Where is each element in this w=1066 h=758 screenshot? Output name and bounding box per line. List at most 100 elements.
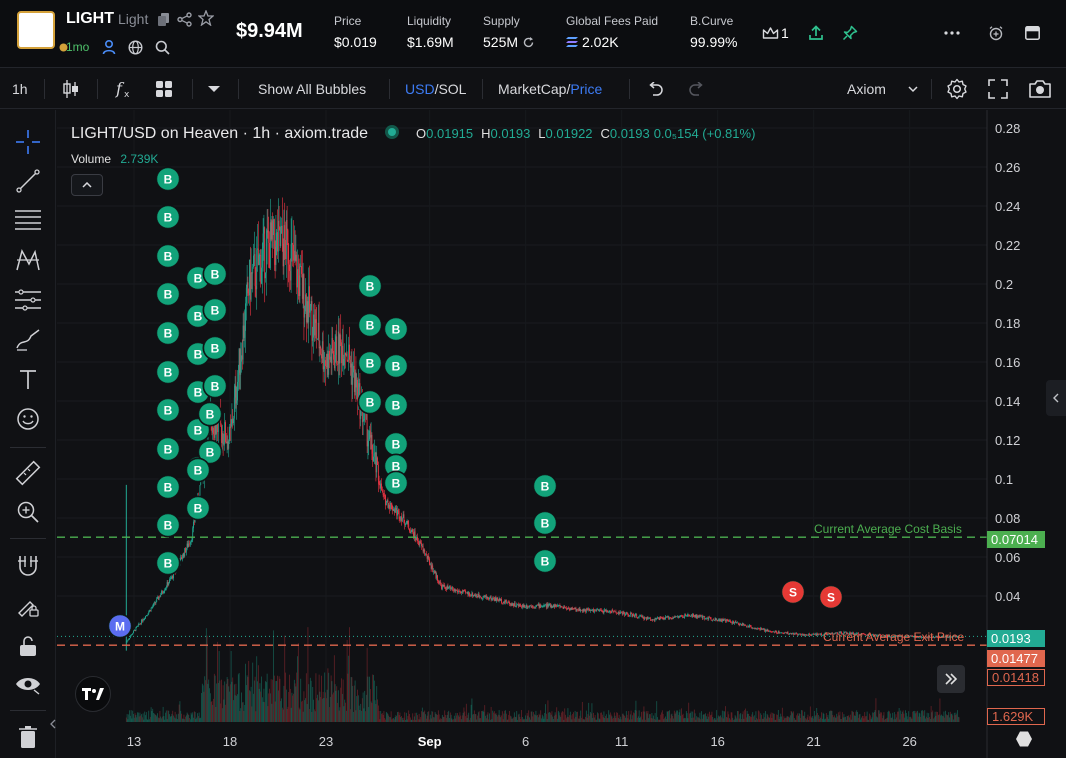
templates-icon[interactable] [155, 69, 173, 109]
star-icon[interactable] [197, 9, 215, 27]
volume-bar [847, 716, 849, 722]
camera-icon[interactable] [1028, 69, 1052, 109]
gear-icon[interactable] [946, 69, 968, 109]
buy-bubble[interactable]: B [532, 548, 558, 574]
buy-bubble[interactable]: B [185, 457, 211, 483]
buy-bubble[interactable]: B [202, 261, 228, 287]
buy-bubble[interactable]: B [532, 473, 558, 499]
buy-bubble[interactable]: B [197, 401, 223, 427]
buy-bubble[interactable]: B [155, 512, 181, 538]
brush-icon[interactable] [14, 326, 42, 354]
buy-bubble[interactable]: B [202, 335, 228, 361]
buy-bubble[interactable]: B [202, 297, 228, 323]
fullscreen-icon[interactable] [988, 69, 1008, 109]
alarm-icon[interactable] [986, 23, 1006, 43]
candle-body [165, 587, 167, 589]
candle-body [834, 632, 836, 635]
tradingview-logo[interactable] [75, 676, 111, 712]
horizontal-lines-icon[interactable] [14, 206, 42, 234]
user-icon[interactable] [100, 38, 118, 56]
upload-icon[interactable] [806, 23, 826, 43]
buy-bubble[interactable]: B [155, 320, 181, 346]
metric-toggle[interactable]: MarketCap / Price [498, 69, 602, 109]
crown-icon[interactable] [760, 23, 780, 43]
zoom-in-icon[interactable] [14, 498, 42, 526]
volume-bar [650, 718, 652, 722]
token-avatar[interactable] [17, 11, 55, 49]
buy-bubble[interactable]: B [155, 204, 181, 230]
buy-bubble[interactable]: B [155, 397, 181, 423]
buy-bubble[interactable]: B [155, 550, 181, 576]
layout-icon[interactable] [1022, 23, 1042, 43]
magnet-icon[interactable] [14, 552, 42, 580]
buy-bubble[interactable]: B [155, 243, 181, 269]
chevron-down-icon[interactable] [208, 69, 220, 109]
globe-icon[interactable] [126, 38, 144, 56]
buy-bubble[interactable]: B [155, 474, 181, 500]
candle-body [217, 421, 218, 432]
emoji-icon[interactable] [14, 405, 42, 433]
candle-body [645, 617, 646, 619]
source-select[interactable]: Axiom [847, 81, 886, 97]
collapse-tools-icon[interactable] [50, 716, 56, 734]
sell-bubble[interactable]: S [818, 584, 844, 610]
volume-bar [270, 679, 272, 722]
interval-button[interactable]: 1h [12, 81, 28, 97]
refresh-icon[interactable] [522, 36, 534, 48]
eye-icon[interactable] [14, 671, 42, 699]
buy-bubble[interactable]: B [357, 273, 383, 299]
buy-bubble[interactable]: B [383, 316, 409, 342]
volume-bar [537, 714, 538, 722]
more-icon[interactable] [942, 23, 962, 43]
volume-bar [609, 714, 610, 722]
axis-settings-icon[interactable] [1015, 730, 1033, 753]
buy-bubble[interactable]: B [357, 350, 383, 376]
buy-bubble[interactable]: B [155, 281, 181, 307]
scroll-to-realtime-button[interactable] [937, 665, 965, 693]
pattern-icon[interactable] [14, 246, 42, 274]
collapse-legend-button[interactable] [71, 174, 103, 196]
buy-bubble[interactable]: B [532, 510, 558, 536]
buy-bubble[interactable]: B [383, 353, 409, 379]
currency-toggle[interactable]: USD / SOL [405, 69, 466, 109]
migration-marker[interactable]: M [107, 613, 133, 639]
buy-bubble[interactable]: B [383, 392, 409, 418]
search-icon[interactable] [153, 38, 171, 56]
undo-icon[interactable] [646, 69, 664, 109]
share-icon[interactable] [175, 10, 193, 28]
crosshair-icon[interactable] [14, 128, 42, 156]
expand-panel-button[interactable] [1046, 380, 1066, 416]
candle-type-icon[interactable] [62, 69, 80, 109]
unlock-icon[interactable] [14, 632, 42, 660]
volume-bar [141, 714, 142, 722]
candle-body [411, 529, 413, 532]
buy-bubble[interactable]: B [155, 359, 181, 385]
text-tool-icon[interactable] [14, 366, 42, 394]
buy-bubble[interactable]: B [155, 436, 181, 462]
show-bubbles-button[interactable]: Show All Bubbles [258, 81, 367, 97]
price-chart[interactable]: BBBBBBBBBBBBBBBBBBBBBBBBBBBBBBBBBBBBBBSS… [57, 110, 1066, 758]
trend-line-icon[interactable] [14, 167, 42, 195]
chart-canvas[interactable]: BBBBBBBBBBBBBBBBBBBBBBBBBBBBBBBBBBBBBBSS… [57, 110, 1066, 758]
copy-icon[interactable] [157, 12, 169, 26]
buy-bubble[interactable]: B [357, 389, 383, 415]
pin-icon[interactable] [840, 23, 860, 43]
buy-bubble[interactable]: B [383, 470, 409, 496]
lock-drawing-icon[interactable] [14, 592, 42, 620]
chevron-down-icon[interactable] [908, 69, 918, 109]
buy-bubble[interactable]: B [155, 166, 181, 192]
fib-retracement-icon[interactable] [14, 286, 42, 314]
volume-bar [506, 719, 508, 722]
sell-bubble[interactable]: S [780, 579, 806, 605]
buy-bubble[interactable]: B [185, 495, 211, 521]
buy-bubble[interactable]: B [357, 312, 383, 338]
buy-bubble-letter: B [541, 517, 550, 531]
buy-bubble[interactable]: B [202, 373, 228, 399]
ruler-icon[interactable] [14, 459, 42, 487]
buy-bubble[interactable]: B [185, 303, 211, 329]
buy-bubble[interactable]: B [383, 431, 409, 457]
buy-bubble[interactable]: B [197, 439, 223, 465]
trash-icon[interactable] [14, 723, 42, 751]
redo-icon[interactable] [688, 69, 706, 109]
